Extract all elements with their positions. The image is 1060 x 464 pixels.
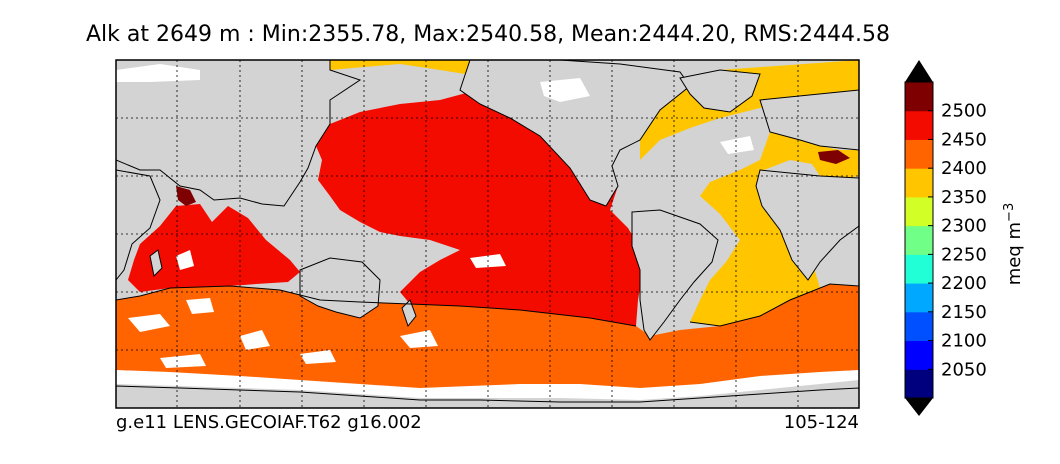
case-name-label: g.e11 LENS.GECOIAF.T62 g16.002 [116, 412, 422, 433]
colorbar-segment [905, 139, 933, 169]
colorbar: 2050 2100 2150 2200 2250 2300 2350 2400 2450 2500… [904, 60, 1025, 416]
colorbar-tick-label: 2350 [941, 187, 987, 208]
missing-patch-southern-1 [128, 314, 170, 332]
missing-patch-hudson [540, 78, 590, 102]
indian-ocean [128, 204, 300, 292]
missing-patch-southern-4 [400, 330, 438, 348]
colorbar-unit-label: meq m−3 [1002, 203, 1025, 285]
colorbar-frame [904, 81, 934, 399]
gridlines [116, 60, 859, 408]
colorbar-segment [905, 225, 933, 255]
plot-title: Alk at 2649 m : Min:2355.78, Max:2540.58… [85, 22, 890, 47]
year-range-label: 105-124 [783, 412, 859, 433]
missing-patch-southern-2 [186, 298, 214, 314]
australia [299, 257, 381, 319]
missing-patch-ne-atlantic [720, 136, 754, 154]
colorbar-segment [905, 82, 933, 112]
colorbar-segment [905, 340, 933, 370]
colorbar-segment [905, 254, 933, 284]
antarctic-shelf-missing [116, 370, 859, 400]
colorbar-tick-label: 2100 [941, 331, 987, 352]
map-frame [115, 59, 860, 409]
colorbar-extend-min [905, 398, 933, 416]
madagascar [149, 249, 163, 278]
colorbar-extend-max [905, 60, 933, 82]
colorbar-tick-label: 2150 [941, 302, 987, 323]
colorbar-tick-label: 2250 [941, 244, 987, 265]
red-sea-high [176, 186, 196, 206]
missing-patch-southern-6 [300, 350, 336, 364]
missing-patch-southern-5 [160, 354, 206, 368]
colorbar-segment [905, 369, 933, 399]
new-zealand [401, 299, 417, 328]
contour-2400 [689, 283, 859, 327]
colorbar-segment [905, 168, 933, 198]
mediterranean-high [818, 150, 850, 164]
colorbar-tick-label: 2450 [941, 129, 987, 150]
colorbar-tick-label: 2050 [941, 359, 987, 380]
africa-west-edge [116, 169, 161, 281]
colorbar-tick-label: 2300 [941, 216, 987, 237]
north-america [459, 60, 691, 207]
south-america [631, 209, 719, 341]
greenland [679, 69, 761, 113]
missing-patch-arctic-1 [116, 64, 200, 82]
contour-2450 [116, 285, 637, 327]
antarctica [116, 385, 859, 408]
colorbar-tick-label: 2200 [941, 273, 987, 294]
colorbar-tick-label: 2400 [941, 158, 987, 179]
colorbar-tick-label: 2500 [941, 101, 987, 122]
africa [755, 169, 859, 281]
missing-patch-indian-1 [176, 250, 194, 270]
colorbar-segment [905, 283, 933, 313]
eurasia-east [759, 89, 859, 151]
map-area [116, 60, 859, 408]
colorbar-segment [905, 311, 933, 342]
colorbar-segment [905, 110, 933, 140]
missing-patch-southern-3 [240, 330, 270, 350]
colorbar-segment [905, 196, 933, 227]
